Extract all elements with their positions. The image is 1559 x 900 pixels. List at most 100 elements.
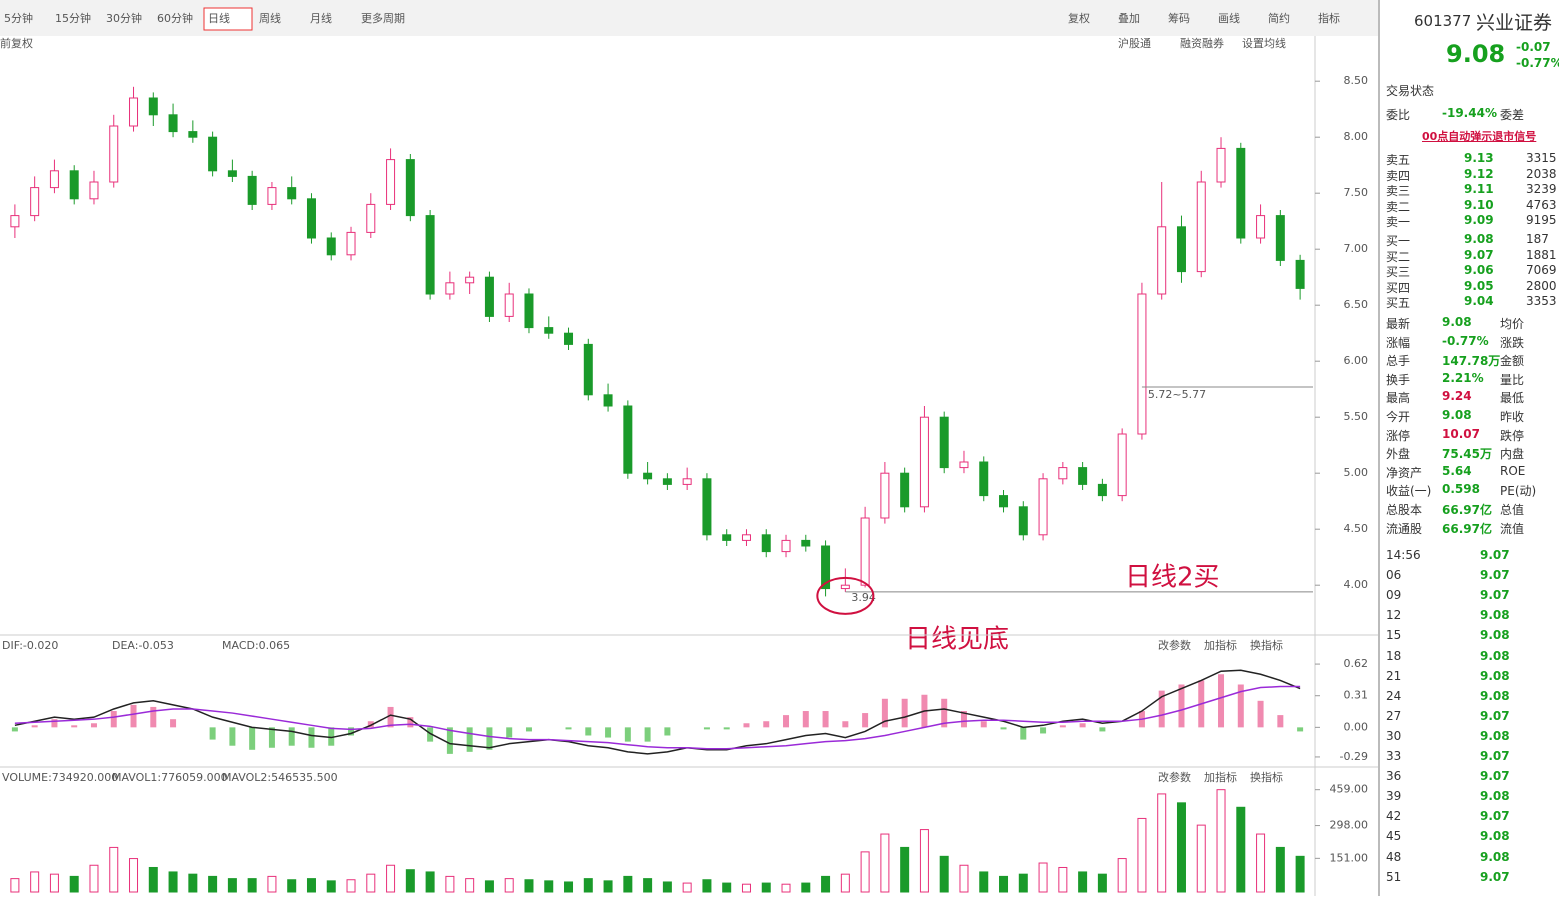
stats-cell: 涨跌 — [1500, 335, 1525, 350]
ticks-cell: 12 — [1386, 608, 1402, 623]
period-tab[interactable]: 60分钟 — [157, 11, 193, 25]
candle-body — [781, 539, 791, 553]
y-tick-label: 151.00 — [1330, 851, 1369, 864]
link[interactable]: 融资融券 — [1180, 36, 1224, 50]
level-label: 3.94 — [851, 591, 876, 604]
period-tab[interactable]: 更多周期 — [361, 11, 405, 25]
tool-button[interactable]: 画线 — [1218, 11, 1240, 25]
period-tab[interactable]: 日线 — [208, 11, 230, 25]
volume-bar — [761, 882, 771, 893]
volume-bar — [148, 866, 158, 893]
candle-body — [1216, 147, 1226, 183]
volume-bar — [10, 878, 20, 893]
volume-bar — [69, 875, 79, 893]
volume-bar — [979, 871, 989, 893]
stats-cell: 总值 — [1500, 503, 1525, 517]
panel-button[interactable]: 改参数 — [1158, 638, 1191, 652]
volume-bar — [168, 871, 178, 893]
ticks-cell: 18 — [1386, 648, 1402, 663]
legend: MAVOL1:776059.000 — [112, 771, 228, 784]
asks-cell: 9.09 — [1464, 213, 1494, 227]
volume-bar — [1256, 833, 1266, 893]
stats-cell: 内盘 — [1500, 447, 1525, 462]
panel-button[interactable]: 换指标 — [1250, 770, 1283, 784]
volume-bar — [1295, 855, 1305, 893]
ticks-cell: 9.07 — [1480, 769, 1510, 784]
stats-cell: 流值 — [1500, 521, 1525, 536]
y-tick-label: 4.00 — [1344, 578, 1369, 591]
volume-bar — [208, 875, 218, 893]
candle-body — [1018, 506, 1028, 536]
candle-body — [603, 394, 613, 407]
period-tab[interactable]: 5分钟 — [4, 11, 33, 25]
candle-body — [880, 472, 890, 519]
tool-button[interactable]: 筹码 — [1168, 11, 1190, 25]
stats-cell: ROE — [1500, 463, 1526, 478]
ticks-cell: 9.07 — [1480, 809, 1510, 824]
stats-cell: 最新 — [1386, 317, 1411, 331]
candle-body — [741, 534, 751, 541]
volume-bar — [781, 883, 791, 893]
volume-bar — [741, 883, 751, 893]
period-tab[interactable]: 周线 — [259, 11, 281, 25]
candle-body — [129, 97, 139, 127]
period-tab[interactable]: 15分钟 — [55, 11, 91, 25]
volume-bar — [30, 871, 40, 893]
tool-button[interactable]: 复权 — [1068, 11, 1090, 25]
ticks-cell: 9.08 — [1480, 628, 1510, 643]
candle-body — [1038, 478, 1048, 536]
volume-bar — [623, 875, 633, 893]
panel-button[interactable]: 换指标 — [1250, 638, 1283, 652]
tool-button[interactable]: 指标 — [1318, 11, 1340, 25]
ticks-cell: 39 — [1386, 789, 1402, 804]
volume-bar — [702, 879, 712, 893]
stats-cell: 66.97亿 — [1442, 503, 1492, 517]
y-tick-label: -0.29 — [1340, 750, 1368, 763]
candle-body — [504, 293, 514, 317]
period-tab[interactable]: 月线 — [310, 11, 332, 25]
candle-body — [623, 405, 633, 474]
candle-body — [1078, 467, 1088, 485]
period-tab[interactable]: 30分钟 — [106, 11, 142, 25]
asks-cell: 卖四 — [1386, 168, 1411, 183]
candle-body — [30, 187, 40, 217]
bids-cell: 买一 — [1386, 234, 1411, 248]
candle-body — [445, 282, 455, 295]
asks-cell: 卖一 — [1386, 215, 1411, 229]
panel-button[interactable]: 加指标 — [1204, 638, 1237, 652]
candle-body — [465, 276, 475, 284]
ticks-cell: 9.07 — [1480, 548, 1510, 562]
candle-body — [346, 231, 356, 256]
volume-bar — [89, 864, 99, 893]
volume-bar — [49, 873, 59, 893]
bids-cell: 1881 — [1526, 247, 1557, 262]
bids-cell: 187 — [1526, 232, 1549, 246]
volume-bar — [306, 878, 316, 893]
bids-cell: 买五 — [1386, 296, 1411, 310]
candle-body — [939, 416, 949, 469]
stats-cell: 换手 — [1386, 372, 1411, 387]
ticks-cell: 9.08 — [1480, 648, 1510, 663]
link[interactable]: 设置均线 — [1242, 36, 1286, 50]
asks-cell: 2038 — [1526, 166, 1557, 181]
volume-bar — [1216, 789, 1226, 893]
macd-line — [14, 669, 1301, 755]
tool-button[interactable]: 叠加 — [1118, 12, 1140, 25]
volume-bar — [662, 881, 672, 893]
volume-bar — [1018, 873, 1028, 893]
panel-button[interactable]: 改参数 — [1158, 770, 1191, 784]
volume-bar — [484, 880, 494, 893]
candle-body — [109, 125, 119, 183]
ticks-cell: 30 — [1386, 728, 1402, 743]
stats-cell: 昨收 — [1500, 410, 1525, 424]
candle-body — [959, 461, 969, 469]
volume-bar — [682, 882, 692, 893]
ticks-cell: 9.07 — [1480, 749, 1510, 763]
candle-body — [168, 114, 178, 133]
y-tick-label: 6.50 — [1344, 298, 1369, 311]
panel-button[interactable]: 加指标 — [1204, 770, 1237, 784]
volume-bar — [900, 846, 910, 893]
bids-cell: 9.04 — [1464, 294, 1494, 308]
tool-button[interactable]: 简约 — [1268, 11, 1290, 25]
link[interactable]: 沪股通 — [1118, 36, 1151, 50]
